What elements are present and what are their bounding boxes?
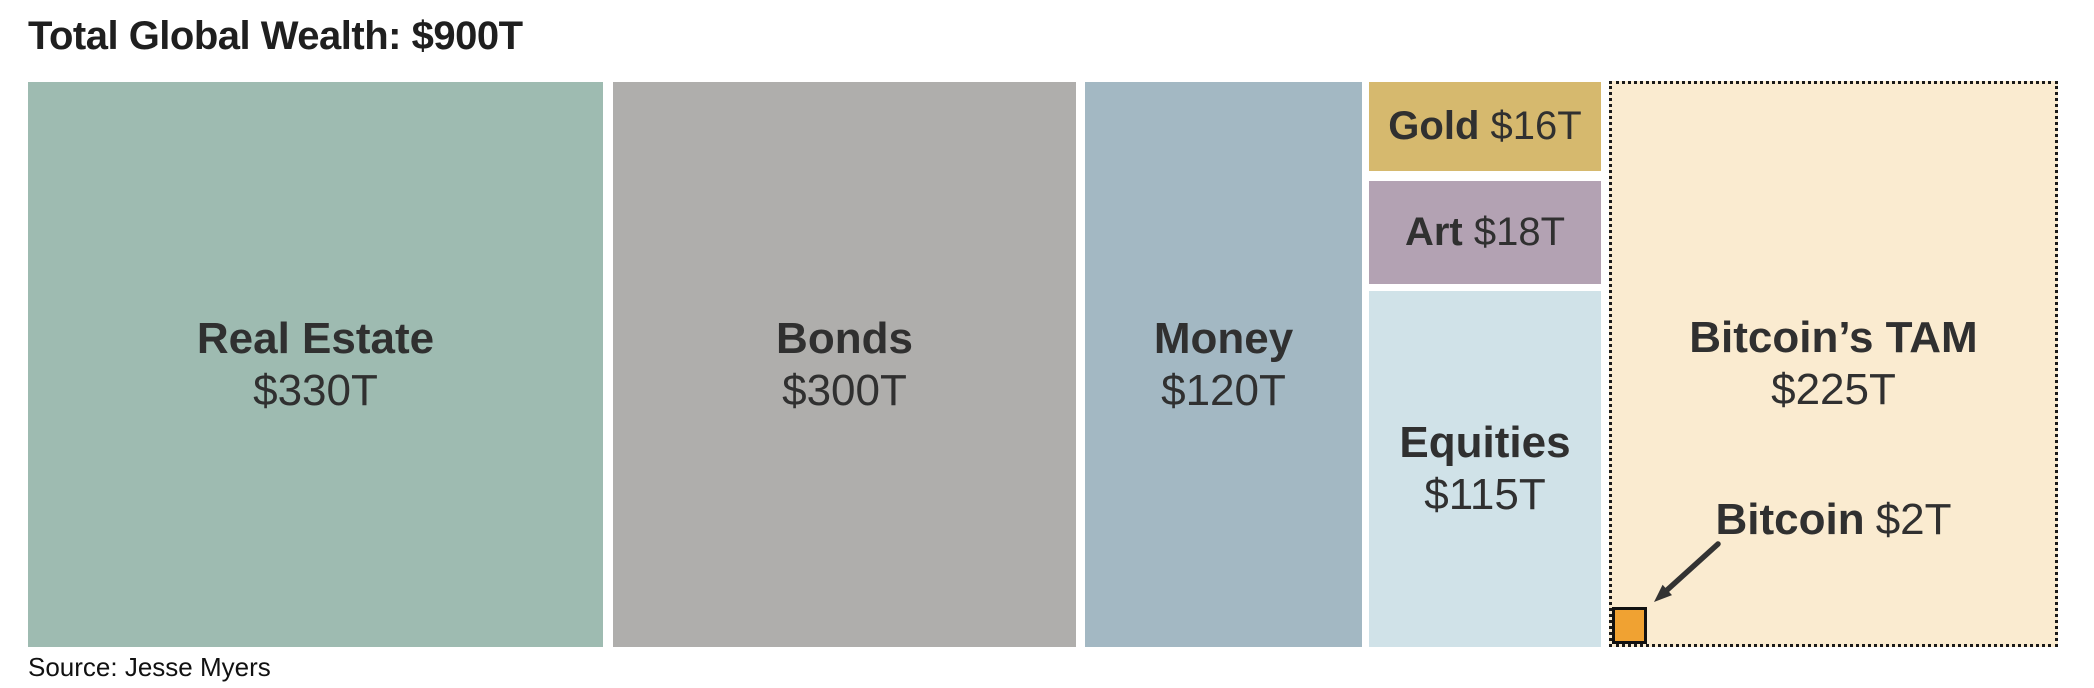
treemap-block-equities: Equities $115T (1369, 291, 1601, 647)
block-value: $120T (1161, 365, 1286, 415)
annotation-label: Bitcoin (1715, 495, 1865, 544)
treemap-block-money: Money $120T (1085, 82, 1362, 647)
block-inline-label: Gold $16T (1388, 103, 1581, 150)
arrow-down-left-icon (1654, 541, 1721, 602)
block-value: $18T (1473, 209, 1566, 254)
block-label: Bonds (776, 313, 913, 363)
treemap-block-real-estate: Real Estate $330T (28, 82, 603, 647)
chart-title: Total Global Wealth: $900T (28, 14, 523, 58)
block-inline-label: Art $18T (1405, 209, 1565, 256)
bitcoin-marker (1612, 607, 1647, 644)
block-value: $225T (1771, 365, 1896, 414)
block-label: Gold (1388, 103, 1480, 148)
block-label: Real Estate (196, 313, 435, 363)
treemap-block-gold: Gold $16T (1369, 82, 1601, 171)
block-label: Equities (1399, 418, 1571, 468)
source-credit: Source: Jesse Myers (28, 652, 271, 682)
annotation-bitcoin: Bitcoin $2T (1612, 494, 2055, 546)
treemap-block-art: Art $18T (1369, 181, 1601, 284)
block-value: $330T (253, 365, 378, 415)
block-value: $300T (782, 365, 907, 415)
annotation-value: $2T (1875, 495, 1952, 544)
block-label: Art (1404, 209, 1463, 254)
block-label: Money (1153, 313, 1294, 363)
block-value: $115T (1424, 470, 1546, 519)
block-label: Bitcoin’s TAM (1689, 313, 1978, 363)
treemap-block-bitcoin-tam: Bitcoin’s TAM $225T Bitcoin $2T (1609, 81, 2058, 647)
block-value: $16T (1490, 103, 1582, 148)
treemap-block-bonds: Bonds $300T (613, 82, 1076, 647)
